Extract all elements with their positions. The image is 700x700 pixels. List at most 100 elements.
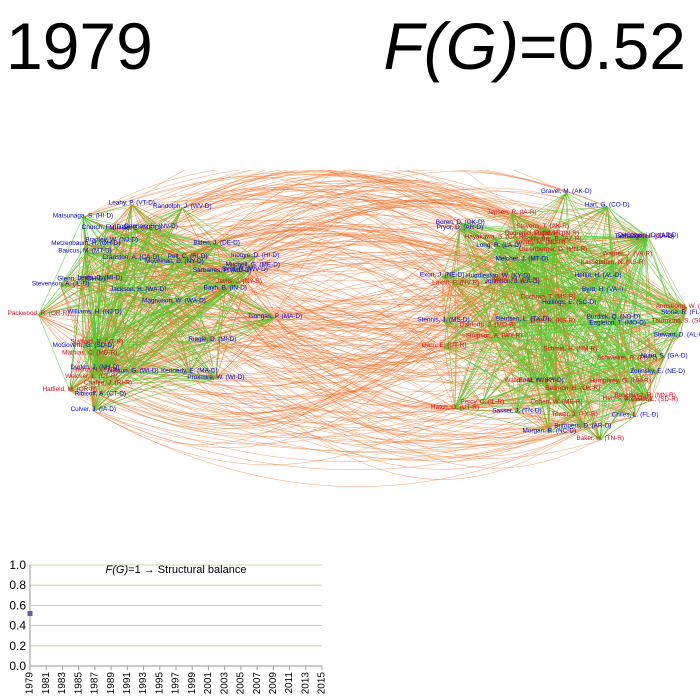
y-tick-label: 1.0 xyxy=(9,558,26,572)
metric-value: =0.52 xyxy=(519,9,686,83)
x-tick-label: 2015 xyxy=(317,672,328,695)
senator-label: Williams, H. (NJ-D) xyxy=(67,308,121,315)
senator-label: Heinz, H. (PA-R) xyxy=(73,367,120,374)
senator-label: Nunn, S. (GA-D) xyxy=(641,352,688,359)
balance-metric-heading: F(G)=0.52 xyxy=(383,6,686,86)
senator-label: Bradley, W. (NJ-D) xyxy=(85,237,138,244)
senator-label: Cohen, W. (ME-R) xyxy=(530,399,582,406)
x-tick-label: 1999 xyxy=(187,672,198,695)
senator-label: Stennis, J. (MS-D) xyxy=(417,317,469,324)
senator-label: Levin, C. (MI-D) xyxy=(77,274,122,281)
senator-label: Kassebaum, N. (KS-R) xyxy=(581,259,646,266)
network-edges xyxy=(38,170,688,487)
chart-title-symbol: F(G) xyxy=(106,564,129,576)
senator-label: Stevens, T. (AK-R) xyxy=(516,223,569,230)
negative-edges-between-clusters xyxy=(38,170,688,487)
y-tick-label: 0.2 xyxy=(9,639,26,653)
x-tick-label: 1987 xyxy=(90,672,101,695)
senator-label: Helms, J. (NC-R) xyxy=(603,395,652,402)
senator-label: Lugar, R. (IN-R) xyxy=(534,230,579,237)
senator-label: Ford, W. (KY-D) xyxy=(519,377,564,384)
senator-label: Muskie, E. (ME-D) xyxy=(109,225,161,232)
senator-label: McGovern, G. (SD-D) xyxy=(53,342,114,349)
senator-label: Hatfield, M. (OR-R) xyxy=(42,386,97,393)
senator-label: Percy, C. (IL-R) xyxy=(460,399,504,406)
senator-label: Inouye, D. (HI-D) xyxy=(231,252,279,259)
x-tick-label: 1981 xyxy=(41,672,52,695)
senator-label: Packwood, R. (OR-R) xyxy=(8,310,70,317)
senator-label: Talmadge, H. (GA-D) xyxy=(615,233,675,240)
senator-label: Heflin, H. (AL-D) xyxy=(575,272,622,279)
y-tick-label: 0.0 xyxy=(9,659,26,673)
senator-label: Pell, C. (RI-D) xyxy=(168,253,208,260)
senator-label: Metzenbaum, H. (OH-D) xyxy=(51,240,120,247)
senator-label: Byrd, R. (WV-D) xyxy=(222,266,268,273)
senator-label: Bentsen, L. (TX-D) xyxy=(496,315,549,322)
senator-label: Humphrey, G. (NH-R) xyxy=(589,378,650,385)
senator-label: Sasser, J. (TN-D) xyxy=(492,408,541,415)
x-tick-label: 2011 xyxy=(284,672,295,694)
senator-label: DeConcini, D. (AZ-D) xyxy=(618,232,678,239)
senator-label: Jepsen, R. (IA-R) xyxy=(487,209,536,216)
senator-label: Young, M. (ND-R) xyxy=(515,239,566,246)
x-tick-label: 1993 xyxy=(138,672,149,695)
senator-label: Melcher, J. (MT-D) xyxy=(496,256,549,263)
chart-gridlines xyxy=(30,564,322,647)
senator-label: Chiles, L. (FL-D) xyxy=(612,412,659,419)
senator-label: Goldwater, B. (AZ-R) xyxy=(522,236,581,243)
y-tick-label: 0.4 xyxy=(9,619,26,633)
senator-label: Bellmon, H. (OK-R) xyxy=(545,385,600,392)
senator-label: Pryor, D. (AR-D) xyxy=(437,224,484,231)
senator-label: Gravel, M. (AK-D) xyxy=(541,188,592,195)
senator-label: Baker, H. (TN-R) xyxy=(576,435,624,442)
senator-label: Jackson, H. (WA-D) xyxy=(110,286,166,293)
y-tick-label: 0.8 xyxy=(9,578,26,592)
senator-label: Stewart, D. (AL-D) xyxy=(654,332,700,339)
senator-label: Byrd, H. (VA-I) xyxy=(582,286,623,293)
senator-label: Eagleton, T. (MO-D) xyxy=(589,319,646,326)
left-cluster-positive-edges xyxy=(38,204,275,412)
year-heading: 1979 xyxy=(6,9,153,83)
senator-label: Cochran, T. (MS-R) xyxy=(521,294,576,301)
senator-label: Tower, J. (TX-R) xyxy=(552,411,598,418)
senator-label: Javits, J. (NY-R) xyxy=(216,278,262,285)
senator-label: Wallop, M. (WY-R) xyxy=(504,377,556,384)
senator-label: Tsongas, P. (MA-D) xyxy=(247,313,302,320)
chart-tick-labels: 0.0 0.2 0.4 0.6 0.8 1.0 1979 1981 1983 1985 1987 19… xyxy=(9,558,327,694)
x-tick-label: 1979 xyxy=(25,672,36,695)
senator-label: Cranston, A. (CA-D) xyxy=(102,254,159,261)
network-labels: Tsongas, P. (MA-D) Nelson, G. (WI-D) Muski… xyxy=(8,188,700,442)
senator-label: Church, F. (ID-D) xyxy=(82,224,130,231)
senator-label: Culver, J. (IA-D) xyxy=(71,406,116,413)
chart-axes xyxy=(29,565,323,670)
senator-label: Riegle, D. (MI-D) xyxy=(188,336,236,343)
senate-network-graph: Tsongas, P. (MA-D) Nelson, G. (WI-D) Muski… xyxy=(0,170,700,500)
x-tick-label: 2003 xyxy=(219,672,230,695)
x-tick-label: 2009 xyxy=(268,672,279,695)
senator-label: Kennedy, E. (MA-D) xyxy=(161,368,218,375)
senator-label: Schweiker, R. (PA-R) xyxy=(597,355,657,362)
senator-label: Bayh, B. (IN-D) xyxy=(204,285,247,292)
senator-label: Nelson, G. (WI-D) xyxy=(108,367,159,374)
senator-label: Durenberger, D. (MN-R) xyxy=(519,246,587,253)
senator-label: Thurmond, S. (SC-R) xyxy=(652,317,700,324)
senator-label: Cannon, H. (NV-D) xyxy=(124,223,178,230)
senator-label: Armstrong, W. (CO-R) xyxy=(656,303,700,310)
senator-label: Warner, J. (VA-R) xyxy=(603,251,653,258)
x-tick-label: 1983 xyxy=(57,672,68,695)
senator-label: Burdick, Q. (ND-D) xyxy=(587,314,641,321)
senator-label: Simpson, A. (WY-R) xyxy=(466,333,523,340)
senator-label: Roth, W. (DE-R) xyxy=(493,277,539,284)
chart-title: F(G)=1 → Structural balance xyxy=(106,564,247,576)
senator-label: Danforth, J. (MO-R) xyxy=(460,321,516,328)
senator-label: Hollings, E. (SC-D) xyxy=(542,299,596,306)
senator-label: Bumpers, D. (AR-D) xyxy=(554,422,611,429)
senator-label: Hart, G. (CO-D) xyxy=(585,202,630,209)
senator-label: Morgan, R. (NC-D) xyxy=(522,428,576,435)
x-tick-label: 2013 xyxy=(300,672,311,695)
senator-label: Randolph, J. (WV-D) xyxy=(153,203,212,210)
senator-label: Johnston, J. (LA-D) xyxy=(485,278,540,285)
senator-label: Biden, J. (DE-D) xyxy=(193,239,240,246)
balance-time-series-chart: 0.0 0.2 0.4 0.6 0.8 1.0 1979 1981 1983 1985 1987 19… xyxy=(0,555,340,700)
senator-label: Boren, D. (OK-D) xyxy=(436,219,485,226)
